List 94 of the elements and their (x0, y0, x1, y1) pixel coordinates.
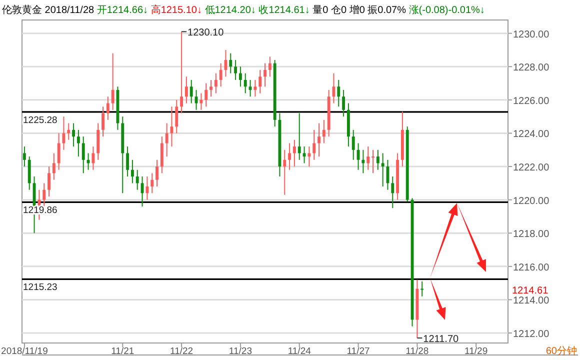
candlestick (96, 122, 100, 160)
candlestick (175, 99, 178, 134)
candlestick (184, 76, 188, 104)
candlestick (160, 136, 164, 174)
candlestick (342, 89, 346, 118)
candlestick (268, 56, 272, 78)
candlestick (312, 129, 316, 160)
text: 低1214.20↓ (204, 5, 259, 16)
candlestick (204, 82, 208, 108)
candlestick (352, 129, 355, 160)
y-tick-label: 1226.00 (513, 96, 550, 107)
candlestick (248, 79, 252, 98)
candlestick (298, 112, 301, 160)
candlestick (391, 176, 394, 209)
candlestick (308, 146, 311, 168)
candlestick (219, 62, 222, 88)
ref-line-label: 1215.23 (23, 282, 58, 294)
candlestick (288, 142, 292, 170)
x-tick-label: 11/21 (111, 346, 134, 357)
candlestick (238, 66, 242, 88)
candlestick (130, 159, 134, 184)
candlestick (200, 92, 203, 110)
candlestick (322, 119, 326, 144)
x-tick-label: 11/29 (464, 346, 488, 357)
x-tick-label: 11/28 (406, 346, 429, 357)
candlestick (366, 146, 370, 170)
candlestick (214, 72, 218, 94)
y-tick-label: 1224.00 (513, 129, 550, 140)
candlestick (57, 132, 60, 170)
x-tick-label: 11/27 (346, 346, 370, 357)
candlestick (376, 149, 380, 170)
candlestick (381, 152, 384, 187)
candlestick (136, 169, 139, 190)
candlestick (52, 152, 56, 180)
candlestick (92, 146, 95, 170)
y-tick-label: 1228.00 (513, 62, 550, 74)
candlestick (210, 79, 212, 98)
annotation: 1230.10 (188, 28, 224, 39)
candlestick (372, 149, 374, 174)
candlestick (229, 52, 232, 74)
y-tick-label: 1216.00 (513, 262, 550, 274)
text: 涨(-0.08)-0.01%↓ (408, 4, 485, 16)
candlestick (292, 139, 296, 168)
candlestick (244, 72, 247, 94)
candlestick (190, 79, 193, 104)
text: 量0 (312, 5, 331, 16)
y-tick-label: 1212.00 (513, 329, 550, 340)
candlestick (42, 182, 46, 207)
candlestick (150, 172, 154, 194)
candlestick (283, 149, 286, 196)
text: 开1214.66↓ (96, 5, 151, 16)
candlestick (22, 146, 26, 168)
candlestick (126, 146, 130, 178)
x-tick-label: 11/23 (228, 346, 252, 357)
candlestick (264, 62, 266, 88)
candlestick (106, 96, 110, 120)
candlestick (48, 166, 50, 197)
y-tick-label: 1214.00 (513, 296, 550, 307)
candlestick (258, 69, 262, 94)
text: 振0.07% (368, 4, 409, 16)
candlestick (362, 149, 365, 174)
candlestick (420, 280, 424, 297)
text: 仓0 (330, 4, 350, 16)
candlestick (67, 122, 70, 140)
x-tick-label: 11/24 (288, 346, 311, 357)
candlestick (76, 129, 80, 158)
text: 1214.61 (512, 286, 549, 297)
text: 增0 (348, 4, 368, 16)
x-tick-label: 2018/11/19 (1, 346, 48, 357)
candlestick (72, 122, 76, 148)
text: 60分钟 (546, 345, 577, 357)
candlestick (234, 59, 238, 80)
candlestick (156, 159, 158, 187)
ref-line-label: 1225.28 (23, 114, 58, 126)
x-tick-label: 11/22 (170, 346, 194, 357)
y-tick-label: 1222.00 (513, 162, 550, 174)
candlestick (146, 176, 149, 200)
candlestick (28, 156, 31, 190)
candlestick (180, 31, 184, 114)
annotation: 1211.70 (423, 334, 460, 346)
candlestick (111, 52, 114, 110)
candlestick (82, 136, 85, 174)
y-tick-label: 1218.00 (513, 229, 550, 240)
chart-title: 伦敦黄金 2018/11/28 (2, 4, 97, 16)
text: 高1215.10↓ (150, 4, 205, 16)
text: 收1214.61↓ (258, 5, 313, 16)
candlestick (165, 122, 168, 158)
candlestick (318, 122, 320, 158)
candlestick (102, 106, 104, 138)
y-tick-label: 1220.00 (513, 196, 550, 207)
candlestick (302, 146, 306, 164)
candlestick (254, 79, 257, 98)
y-tick-label: 1230.00 (513, 29, 550, 40)
candlestick (337, 79, 340, 108)
